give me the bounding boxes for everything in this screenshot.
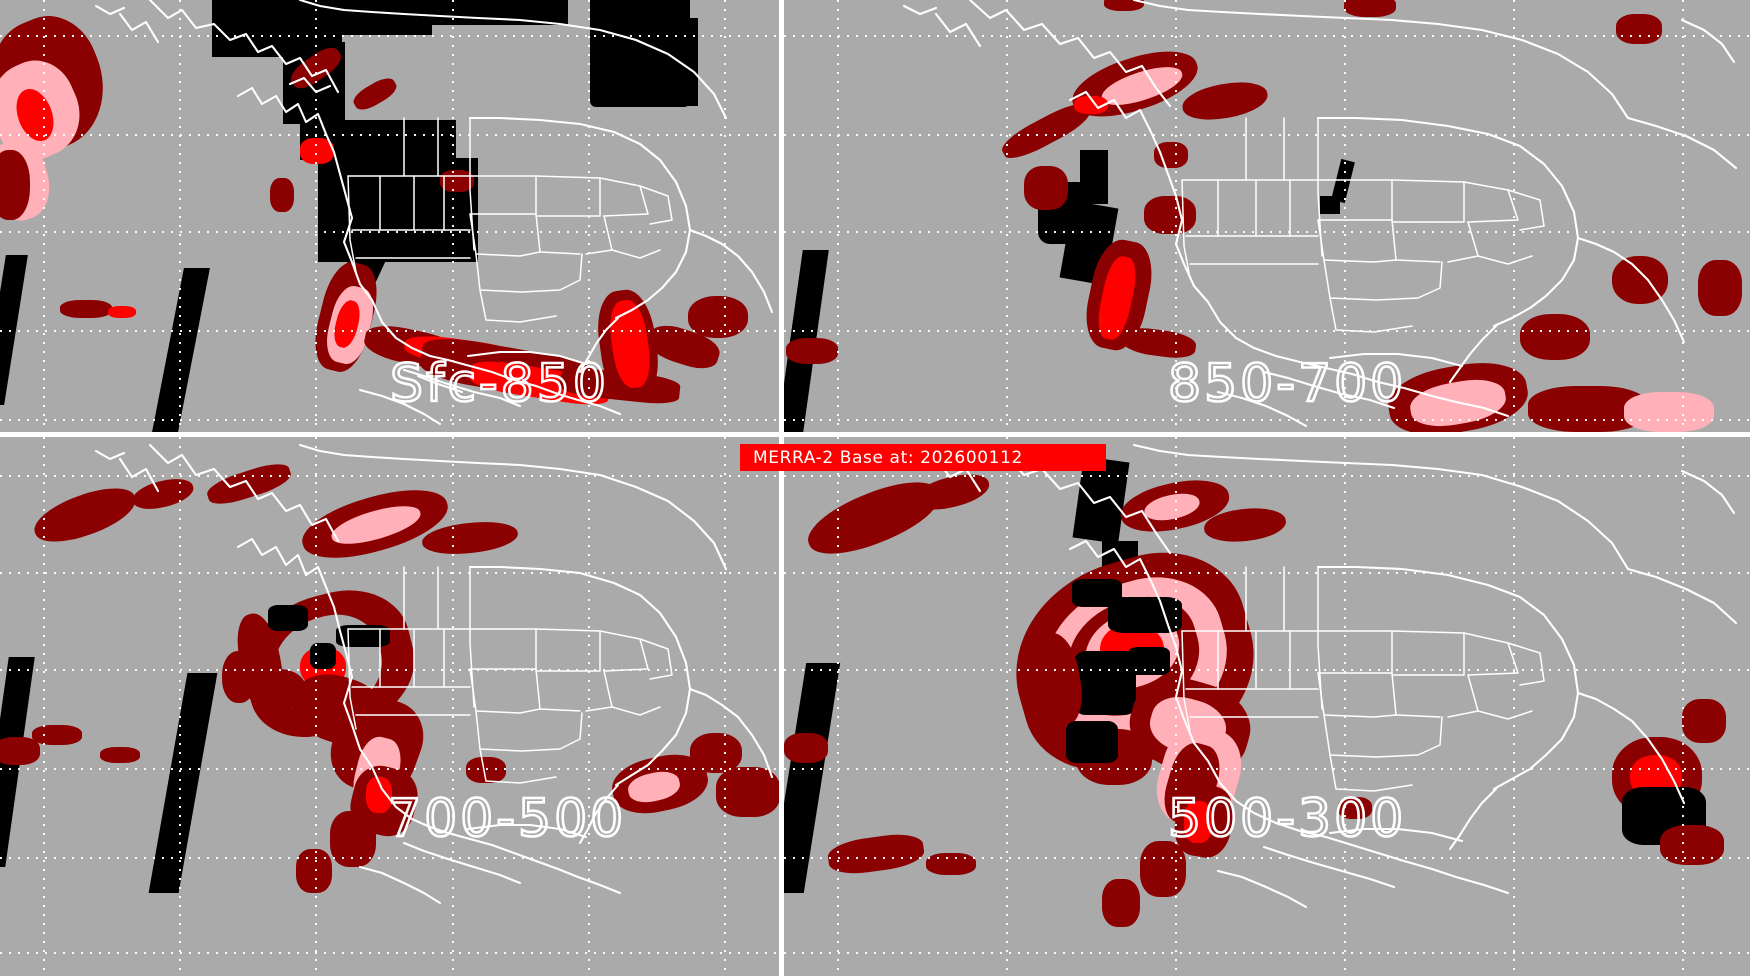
- panel-850-700[interactable]: 850-700: [784, 0, 1750, 432]
- base-date-banner: MERRA-2 Base at: 202600112: [740, 444, 1106, 471]
- data-field-500-300: [784, 437, 1750, 976]
- panel-500-300[interactable]: 500-300: [784, 437, 1750, 976]
- mask-blob: [1080, 150, 1108, 204]
- data-blob: [248, 669, 306, 711]
- data-blob: [1520, 314, 1590, 360]
- data-blob: [1024, 166, 1068, 210]
- data-blob: [100, 747, 140, 763]
- mask-blob: [418, 0, 568, 25]
- data-blob: [799, 468, 949, 568]
- panel-separator-vertical: [779, 0, 784, 976]
- data-blob: [1179, 76, 1271, 126]
- data-blob: [222, 651, 256, 703]
- data-blob: [1102, 879, 1140, 927]
- mask-blob: [336, 120, 456, 180]
- mask-blob: [0, 255, 28, 405]
- data-blob: [1154, 142, 1188, 168]
- data-blob: [784, 733, 828, 763]
- data-blob: [440, 170, 474, 192]
- mask-blob: [152, 268, 210, 432]
- data-blob: [296, 849, 332, 893]
- data-blob: [1140, 841, 1186, 897]
- data-blob: [1074, 96, 1108, 114]
- data-blob: [911, 468, 993, 516]
- data-blob: [270, 178, 294, 212]
- mask-blob: [1074, 651, 1136, 715]
- data-blob: [1104, 0, 1144, 11]
- data-blob: [28, 478, 142, 552]
- data-blob: [204, 458, 294, 510]
- panel-label-700-500: 700-500: [387, 789, 627, 849]
- mask-blob: [310, 643, 336, 669]
- data-blob: [1616, 14, 1662, 44]
- data-blob: [926, 853, 976, 875]
- data-blob: [350, 73, 400, 115]
- data-blob: [466, 757, 506, 783]
- mask-blob: [268, 605, 308, 631]
- mask-blob: [252, 0, 432, 35]
- panel-sfc-850[interactable]: Sfc-850: [0, 0, 779, 432]
- panel-700-500[interactable]: 700-500: [0, 437, 779, 976]
- data-blob: [1144, 196, 1196, 234]
- data-blob: [330, 811, 376, 867]
- mask-blob: [336, 625, 390, 647]
- data-blob: [716, 767, 779, 817]
- panel-separator-horizontal: [0, 432, 1750, 437]
- base-date-banner-text: MERRA-2 Base at: 202600112: [753, 447, 1023, 468]
- data-blob: [0, 737, 40, 765]
- data-blob: [1624, 392, 1714, 432]
- mask-blob: [148, 673, 218, 893]
- data-blob: [1698, 260, 1742, 316]
- data-blob: [1612, 256, 1668, 304]
- panel-label-500-300: 500-300: [1167, 789, 1407, 849]
- data-blob: [60, 300, 112, 318]
- data-blob: [826, 830, 926, 878]
- mask-blob: [1066, 721, 1118, 763]
- data-blob: [1344, 0, 1396, 17]
- panel-label-sfc-850: Sfc-850: [389, 354, 609, 414]
- data-blob: [688, 296, 748, 338]
- data-blob: [129, 473, 197, 515]
- data-blob: [1660, 825, 1724, 865]
- mask-blob: [1072, 579, 1122, 607]
- data-blob: [1682, 699, 1726, 743]
- data-blob: [0, 150, 30, 220]
- data-blob: [108, 306, 136, 318]
- data-blob: [786, 338, 838, 364]
- panel-label-850-700: 850-700: [1167, 354, 1407, 414]
- data-field-700-500: [0, 437, 779, 976]
- mask-blob: [600, 18, 698, 106]
- mask-blob: [1320, 196, 1340, 214]
- data-blob: [300, 138, 334, 164]
- data-blob: [32, 725, 82, 745]
